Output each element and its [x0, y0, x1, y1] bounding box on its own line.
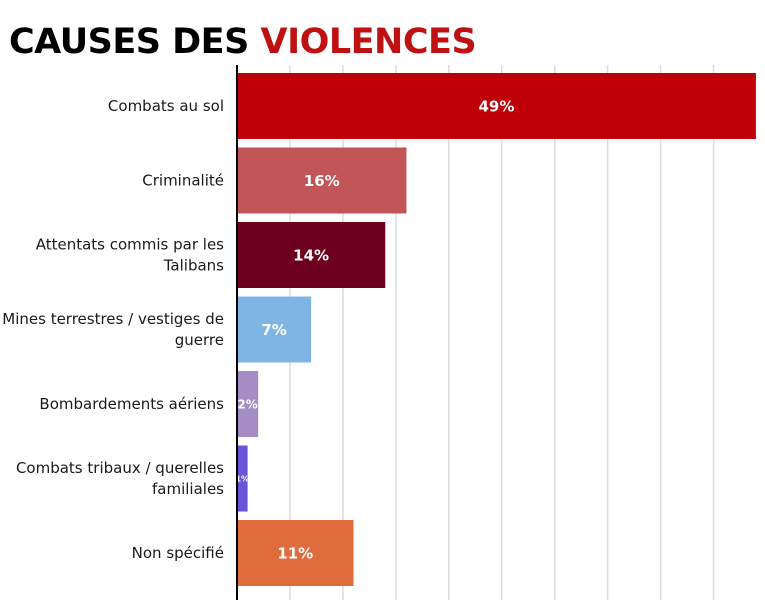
- category-label: Criminalité: [142, 172, 224, 190]
- category-label-line: Criminalité: [142, 172, 224, 190]
- value-label: 16%: [304, 172, 340, 190]
- value-label: 1%: [235, 474, 249, 483]
- value-labels: 49% 16% 14% 7% 2% 1% 11%: [235, 97, 514, 562]
- chart-title: CAUSES DES VIOLENCES: [9, 18, 477, 66]
- value-label: 2%: [237, 397, 257, 411]
- bar: [237, 371, 259, 437]
- bar: [237, 445, 248, 512]
- category-label-line: familiales: [152, 480, 224, 498]
- category-label-line: Talibans: [163, 257, 224, 275]
- value-label: 7%: [261, 321, 286, 339]
- category-label: Combats tribaux / querelles familiales: [16, 459, 224, 498]
- bar: [237, 296, 312, 363]
- category-label: Non spécifié: [132, 544, 224, 562]
- bar: [237, 222, 386, 288]
- bars: [237, 73, 756, 586]
- category-label-line: Attentats commis par les: [36, 236, 224, 254]
- value-label: 11%: [277, 544, 313, 562]
- category-label: Mines terrestres / vestiges de guerre: [2, 310, 224, 349]
- category-label-line: Bombardements aériens: [39, 395, 224, 413]
- bar: [237, 147, 407, 214]
- category-label-line: Combats au sol: [108, 97, 224, 115]
- category-labels: Combats au sol Criminalité Attentats commi…: [2, 97, 224, 562]
- bar: [237, 520, 354, 586]
- chart-title-part2: VIOLENCES: [260, 22, 477, 62]
- value-label: 49%: [479, 97, 515, 115]
- category-label: Bombardements aériens: [39, 395, 224, 413]
- category-label: Attentats commis par les Talibans: [36, 236, 224, 275]
- value-label: 14%: [293, 246, 329, 264]
- category-label-line: Mines terrestres / vestiges de: [2, 310, 224, 328]
- gridlines: [289, 65, 715, 600]
- bar: [237, 73, 756, 139]
- category-label-line: Combats tribaux / querelles: [16, 459, 224, 477]
- category-label: Combats au sol: [108, 97, 224, 115]
- category-label-line: guerre: [175, 331, 224, 349]
- category-label-line: Non spécifié: [132, 544, 224, 562]
- chart-title-part1: CAUSES DES: [9, 22, 261, 62]
